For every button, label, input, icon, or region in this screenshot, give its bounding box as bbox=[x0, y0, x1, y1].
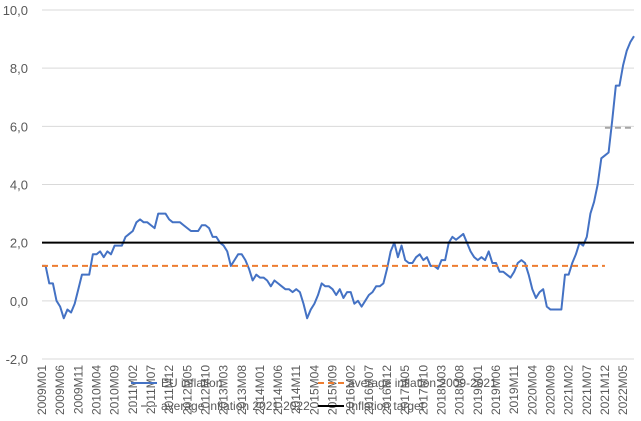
legend-label: Inflation target bbox=[348, 399, 425, 413]
x-tick-label: 2013M08 bbox=[235, 365, 249, 415]
x-tick-label: 2020M09 bbox=[543, 365, 557, 415]
gridlines bbox=[42, 9, 634, 360]
x-tick-label: 2017M10 bbox=[416, 365, 430, 415]
y-tick-label: 2,0 bbox=[10, 236, 28, 251]
x-tick-label: 2013M03 bbox=[217, 365, 231, 415]
y-tick-label: 6,0 bbox=[10, 119, 28, 134]
x-tick-label: 2009M01 bbox=[35, 365, 49, 415]
series-lines bbox=[42, 35, 635, 320]
y-tick-label: 0,0 bbox=[10, 294, 28, 309]
x-tick-label: 2011M12 bbox=[162, 365, 176, 414]
x-tick-label: 2014M11 bbox=[289, 365, 303, 414]
legend-label: average inflation 2021-2022 bbox=[161, 399, 310, 413]
legend: EU inflation average inflation 2009-2021 a… bbox=[131, 376, 497, 413]
x-tick-label: 2010M09 bbox=[108, 365, 122, 415]
x-tick-label: 2010M04 bbox=[89, 365, 103, 415]
legend-label: average inflation 2009-2021 bbox=[348, 376, 497, 390]
x-axis-ticks: 2009M01 2009M06 2009M11 2010M04 2010M09 2011M… bbox=[35, 365, 630, 415]
x-tick-label: 2019M06 bbox=[489, 365, 503, 415]
x-tick-label: 2020M04 bbox=[525, 365, 539, 415]
x-tick-label: 2018M03 bbox=[435, 365, 449, 415]
x-tick-label: 2009M06 bbox=[53, 365, 67, 415]
y-tick-label: -2,0 bbox=[6, 352, 28, 367]
x-tick-label: 2012M10 bbox=[198, 365, 212, 415]
x-tick-label: 2018M08 bbox=[453, 365, 467, 415]
y-tick-label: 10,0 bbox=[3, 3, 28, 18]
x-tick-label: 2017M05 bbox=[398, 365, 412, 415]
x-tick-label: 2015M04 bbox=[307, 365, 321, 415]
x-tick-label: 2009M11 bbox=[71, 365, 85, 414]
x-tick-label: 2011M07 bbox=[144, 365, 158, 414]
legend-label: EU inflation bbox=[161, 376, 222, 390]
y-tick-label: 4,0 bbox=[10, 178, 28, 193]
x-tick-label: 2015M09 bbox=[326, 365, 340, 415]
x-tick-label: 2012M05 bbox=[180, 365, 194, 415]
x-tick-label: 2014M01 bbox=[253, 365, 267, 415]
x-tick-label: 2016M02 bbox=[344, 365, 358, 415]
x-tick-label: 2021M12 bbox=[598, 365, 612, 415]
series-line-eu-inflation bbox=[42, 35, 635, 320]
x-tick-label: 2021M07 bbox=[580, 365, 594, 415]
x-tick-label: 2022M05 bbox=[616, 365, 630, 415]
x-tick-label: 2019M11 bbox=[507, 365, 521, 414]
x-tick-label: 2014M06 bbox=[271, 365, 285, 415]
x-tick-label: 2011M02 bbox=[126, 365, 140, 414]
y-axis-ticks: -2,0 0,0 2,0 4,0 6,0 8,0 10,0 bbox=[3, 3, 28, 367]
y-tick-label: 8,0 bbox=[10, 61, 28, 76]
x-tick-label: 2021M02 bbox=[562, 365, 576, 415]
x-tick-label: 2016M07 bbox=[362, 365, 376, 415]
x-tick-label: 2016M12 bbox=[380, 365, 394, 415]
x-tick-label: 2019M01 bbox=[471, 365, 485, 415]
